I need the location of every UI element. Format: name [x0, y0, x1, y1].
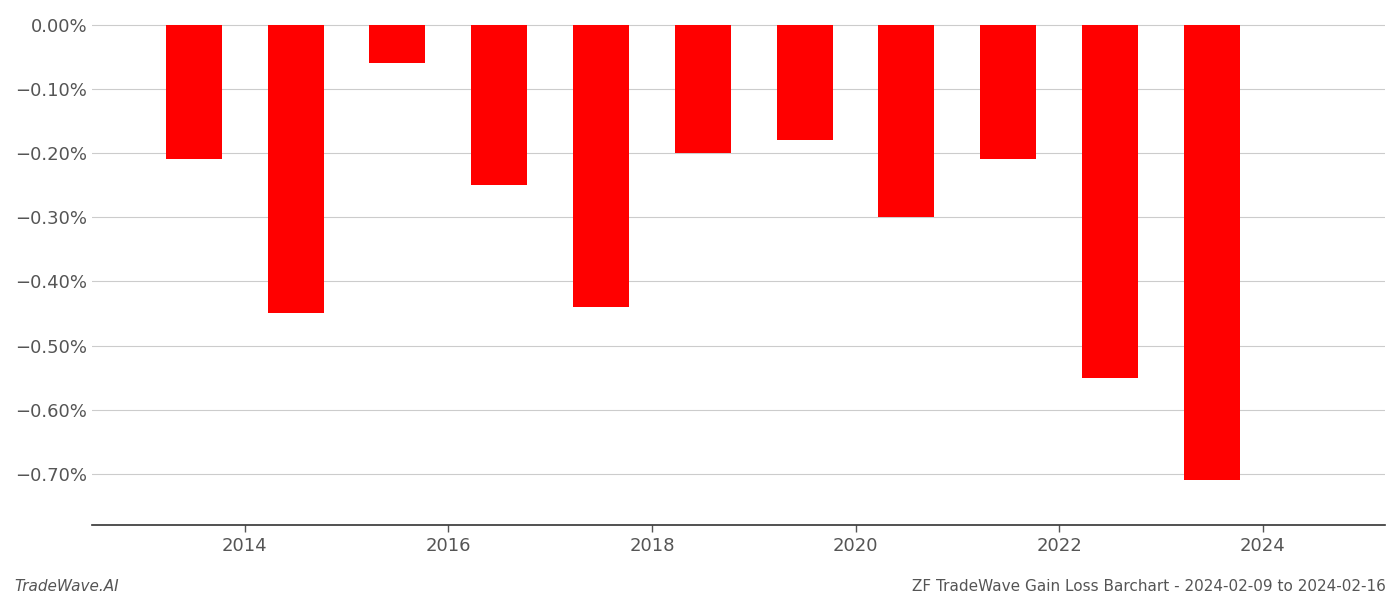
Bar: [1184, 25, 1240, 480]
Text: TradeWave.AI: TradeWave.AI: [14, 579, 119, 594]
Bar: [1082, 25, 1138, 377]
Bar: [675, 25, 731, 153]
Bar: [165, 25, 221, 160]
Bar: [370, 25, 426, 63]
Bar: [573, 25, 629, 307]
Bar: [980, 25, 1036, 160]
Bar: [777, 25, 833, 140]
Bar: [267, 25, 323, 313]
Text: ZF TradeWave Gain Loss Barchart - 2024-02-09 to 2024-02-16: ZF TradeWave Gain Loss Barchart - 2024-0…: [913, 579, 1386, 594]
Bar: [878, 25, 934, 217]
Bar: [472, 25, 528, 185]
